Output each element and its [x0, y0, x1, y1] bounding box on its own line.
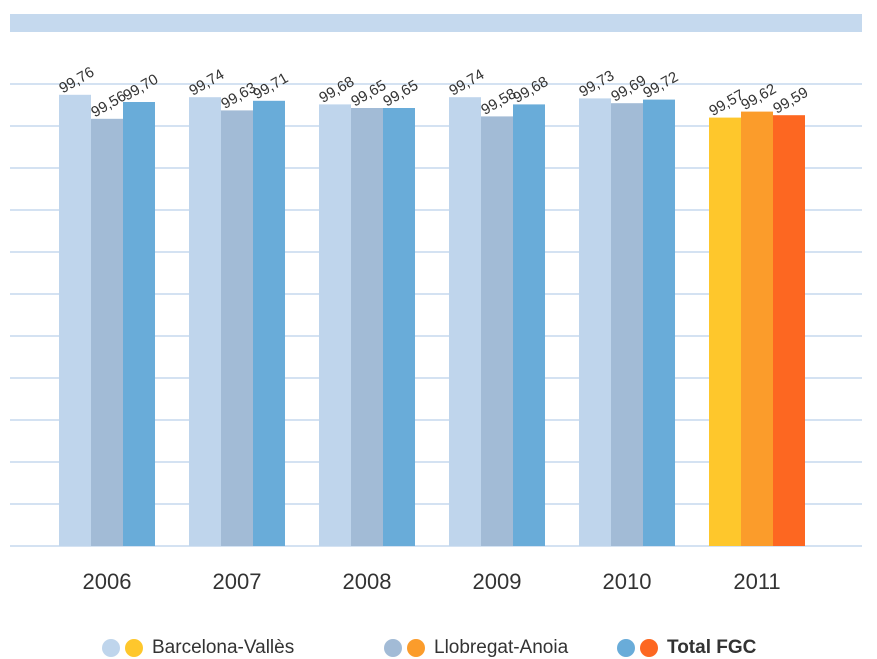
bar [221, 110, 253, 547]
bar [579, 98, 611, 547]
legend-label: Total FGC [667, 637, 757, 658]
legend-marker [102, 639, 120, 657]
bar [123, 102, 155, 546]
x-tick-label: 2008 [343, 569, 392, 594]
bar [481, 116, 513, 547]
data-label: 99,65 [380, 77, 421, 110]
x-tick-label: 2009 [473, 569, 522, 594]
bar [319, 104, 351, 547]
data-label: 99,76 [56, 64, 97, 97]
bar [709, 117, 741, 546]
x-tick-label: 2007 [213, 569, 262, 594]
data-label: 99,70 [120, 71, 161, 104]
bar [59, 94, 91, 547]
data-label: 99,68 [510, 73, 551, 106]
bar [773, 115, 805, 546]
x-tick-label: 2011 [733, 569, 780, 594]
legend-marker [384, 639, 402, 657]
bar [449, 97, 481, 546]
legend-marker [407, 639, 425, 657]
header-band [10, 14, 862, 32]
legend-label: Barcelona-Vallès [152, 637, 294, 658]
data-label: 99,71 [250, 70, 291, 103]
bar [513, 104, 545, 547]
bar [351, 108, 383, 546]
data-label: 99,59 [770, 84, 811, 117]
data-label: 99,74 [186, 66, 227, 99]
bar [189, 97, 221, 546]
x-tick-label: 2010 [603, 569, 652, 594]
bar [741, 111, 773, 546]
legend-marker [617, 639, 635, 657]
data-label: 99,72 [640, 68, 681, 101]
bar [643, 99, 675, 546]
legend-label: Llobregat-Anoia [434, 637, 569, 658]
bar [253, 100, 285, 547]
legend-marker [125, 639, 143, 657]
bar [383, 108, 415, 546]
legend-marker [640, 639, 658, 657]
bar [611, 103, 643, 546]
bar [91, 118, 123, 547]
data-label: 99,74 [446, 66, 487, 99]
x-tick-label: 2006 [83, 569, 132, 594]
